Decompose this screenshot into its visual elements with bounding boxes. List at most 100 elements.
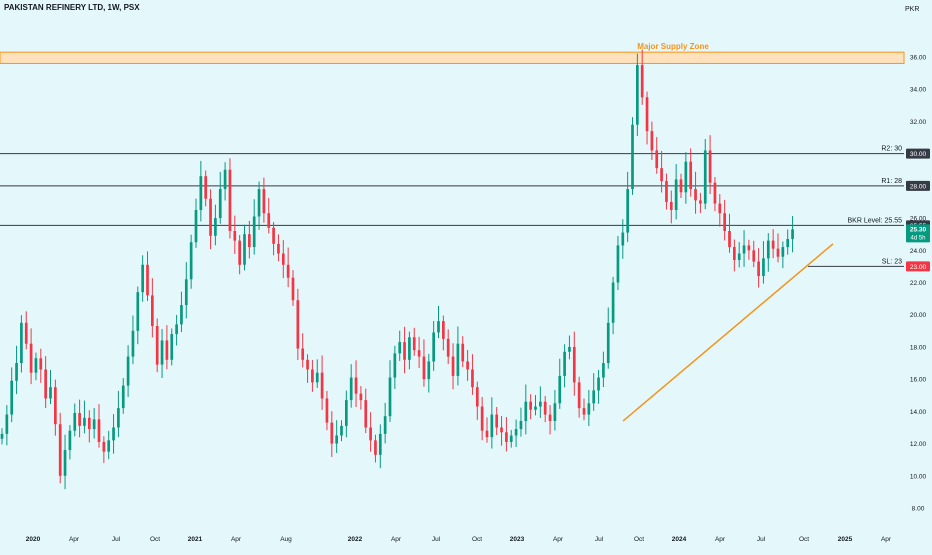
candle-body bbox=[218, 189, 222, 219]
candle-body bbox=[228, 169, 232, 231]
candle-body bbox=[645, 97, 649, 132]
candle-body bbox=[432, 332, 435, 362]
candle-body bbox=[752, 250, 756, 262]
x-tick-label: 2020 bbox=[26, 536, 41, 543]
level-label-bkr-level: BKR Level: 25.55 bbox=[848, 217, 903, 224]
candle-body bbox=[572, 346, 576, 383]
level-tag-label: 28.00 bbox=[910, 183, 927, 190]
candle-body bbox=[655, 150, 659, 169]
candle-body bbox=[165, 340, 169, 360]
candle-body bbox=[311, 369, 314, 383]
candle-body bbox=[354, 377, 358, 394]
candle-body bbox=[369, 427, 372, 441]
candle-body bbox=[660, 168, 663, 182]
candle-body bbox=[204, 176, 208, 199]
candle-body bbox=[233, 230, 237, 241]
candle-body bbox=[524, 401, 528, 422]
candle-body bbox=[374, 440, 377, 455]
candle-body bbox=[277, 243, 280, 254]
candle-body bbox=[737, 253, 741, 260]
candle-body bbox=[592, 390, 596, 404]
x-tick-label: 2025 bbox=[838, 536, 853, 543]
candle-body bbox=[58, 424, 62, 476]
candle-body bbox=[15, 363, 18, 381]
y-tick-label: 18.00 bbox=[910, 344, 927, 351]
candle-body bbox=[781, 247, 785, 257]
x-tick-label: Apr bbox=[69, 536, 80, 543]
candle-body bbox=[160, 340, 164, 365]
level-label-r1: R1: 28 bbox=[881, 178, 902, 185]
candle-body bbox=[155, 325, 159, 365]
candle-body bbox=[24, 322, 28, 344]
candle-body bbox=[587, 403, 591, 415]
candle-body bbox=[466, 361, 469, 370]
candle-body bbox=[223, 169, 227, 190]
candle-body bbox=[194, 210, 198, 243]
candle-body bbox=[742, 245, 746, 254]
candle-body bbox=[689, 161, 693, 190]
candle-body bbox=[262, 189, 266, 214]
candle-body bbox=[44, 369, 47, 399]
x-tick-label: Apr bbox=[231, 536, 242, 543]
candle-body bbox=[475, 387, 479, 407]
candle-body bbox=[272, 227, 275, 244]
y-tick-label: 36.00 bbox=[910, 55, 927, 62]
candle-body bbox=[325, 398, 329, 423]
candle-body bbox=[63, 450, 67, 476]
candle-body bbox=[480, 406, 484, 431]
x-tick-label: Oct bbox=[799, 536, 809, 543]
level-tag bbox=[906, 148, 930, 159]
candle-body bbox=[83, 417, 86, 426]
candle-body bbox=[713, 182, 717, 204]
candle-body bbox=[539, 401, 542, 407]
candle-body bbox=[703, 150, 707, 204]
x-tick-label: Oct bbox=[472, 536, 482, 543]
candle-body bbox=[456, 343, 460, 376]
x-tick-label: Oct bbox=[150, 536, 160, 543]
candle-body bbox=[345, 400, 348, 426]
candle-body bbox=[495, 414, 499, 428]
x-tick-label: Apr bbox=[391, 536, 402, 543]
candle-body bbox=[529, 401, 532, 410]
candle-body bbox=[214, 218, 217, 236]
candle-body bbox=[257, 189, 261, 217]
y-tick-label: 34.00 bbox=[910, 87, 927, 94]
candle-body bbox=[315, 372, 319, 383]
candle-body bbox=[29, 343, 33, 373]
supply-zone-label: Major Supply Zone bbox=[637, 42, 709, 51]
candle-body bbox=[126, 356, 130, 386]
candle-body bbox=[146, 264, 149, 296]
candle-body bbox=[39, 358, 43, 370]
candle-body bbox=[674, 179, 678, 211]
last-price-countdown: 4d 5h bbox=[910, 235, 925, 241]
candle-body bbox=[252, 216, 256, 248]
candle-body bbox=[461, 343, 465, 362]
candle-body bbox=[199, 176, 203, 211]
candle-body bbox=[514, 429, 518, 436]
candle-body bbox=[747, 245, 751, 251]
candle-body bbox=[640, 65, 644, 98]
candle-body bbox=[766, 240, 770, 259]
candle-body bbox=[650, 131, 654, 151]
candle-body bbox=[117, 408, 120, 428]
x-tick-label: 2021 bbox=[188, 536, 203, 543]
candle-body bbox=[281, 253, 285, 265]
y-tick-label: 16.00 bbox=[910, 377, 927, 384]
x-tick-label: Apr bbox=[553, 536, 564, 543]
candle-body bbox=[393, 353, 397, 378]
candle-body bbox=[606, 322, 610, 364]
candle-body bbox=[699, 200, 702, 204]
candle-body bbox=[577, 382, 581, 409]
candle-body bbox=[665, 181, 668, 202]
candle-body bbox=[121, 385, 125, 409]
candle-body bbox=[92, 419, 96, 430]
y-tick-label: 14.00 bbox=[910, 409, 927, 416]
candle-body bbox=[728, 230, 731, 248]
candle-body bbox=[757, 261, 760, 277]
candle-body bbox=[771, 240, 775, 249]
y-tick-label: 10.00 bbox=[910, 473, 927, 480]
candle-body bbox=[762, 258, 765, 277]
currency-label: PKR bbox=[905, 6, 920, 13]
x-tick-label: Oct bbox=[634, 536, 644, 543]
candle-body bbox=[49, 387, 52, 399]
